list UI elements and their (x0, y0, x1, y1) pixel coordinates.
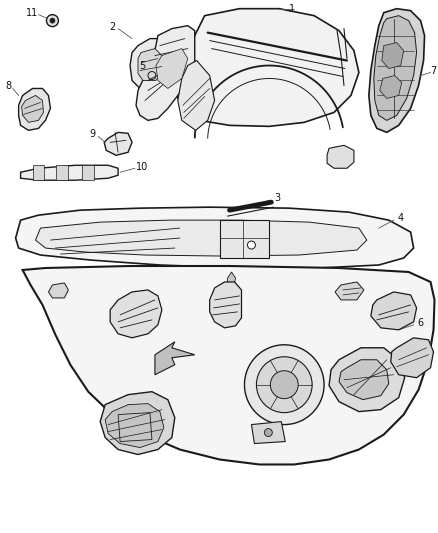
Circle shape (256, 357, 312, 413)
Polygon shape (136, 26, 195, 120)
Circle shape (46, 15, 58, 27)
Polygon shape (57, 165, 68, 180)
Polygon shape (35, 220, 367, 256)
Polygon shape (219, 220, 269, 258)
Polygon shape (18, 88, 50, 131)
Text: 3: 3 (274, 193, 280, 203)
Polygon shape (210, 282, 241, 328)
Text: 5: 5 (139, 61, 145, 70)
Polygon shape (155, 342, 195, 375)
Polygon shape (178, 61, 215, 131)
Polygon shape (380, 76, 402, 99)
Polygon shape (391, 338, 434, 378)
Polygon shape (329, 348, 405, 411)
Text: 11: 11 (26, 7, 39, 18)
Circle shape (244, 345, 324, 425)
Text: 6: 6 (417, 318, 424, 328)
Polygon shape (32, 165, 45, 180)
Polygon shape (327, 146, 354, 168)
Polygon shape (82, 165, 94, 180)
Polygon shape (371, 292, 417, 330)
Polygon shape (374, 15, 417, 120)
Polygon shape (251, 422, 285, 443)
Polygon shape (156, 49, 188, 88)
Polygon shape (369, 9, 424, 132)
Text: 2: 2 (109, 22, 115, 31)
Polygon shape (339, 360, 389, 400)
Circle shape (247, 241, 255, 249)
Polygon shape (110, 290, 162, 338)
Polygon shape (21, 165, 118, 180)
Circle shape (265, 429, 272, 437)
Polygon shape (23, 266, 434, 464)
Polygon shape (104, 132, 132, 155)
Circle shape (270, 371, 298, 399)
Text: 9: 9 (89, 130, 95, 139)
Text: 7: 7 (431, 66, 437, 76)
Circle shape (50, 18, 55, 23)
Polygon shape (382, 43, 404, 69)
Polygon shape (105, 403, 164, 448)
Text: 4: 4 (398, 213, 404, 223)
Polygon shape (130, 38, 168, 88)
Polygon shape (16, 207, 413, 268)
Polygon shape (21, 95, 43, 123)
Polygon shape (228, 272, 236, 290)
Polygon shape (49, 283, 68, 298)
Text: 1: 1 (289, 4, 295, 14)
Polygon shape (138, 49, 162, 80)
Text: 8: 8 (6, 82, 12, 92)
Text: 10: 10 (136, 162, 148, 172)
Polygon shape (176, 9, 359, 126)
Polygon shape (100, 392, 175, 455)
Polygon shape (335, 282, 364, 300)
